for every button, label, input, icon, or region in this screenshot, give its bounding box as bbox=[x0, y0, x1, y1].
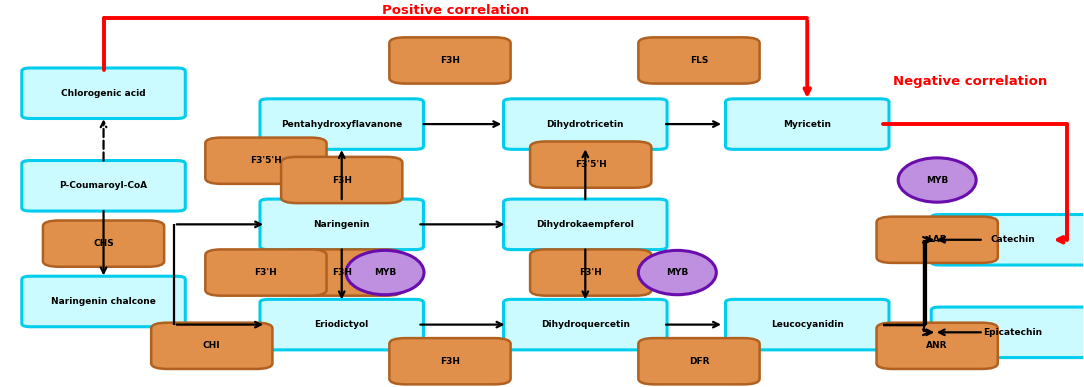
Text: FLS: FLS bbox=[689, 56, 708, 65]
FancyBboxPatch shape bbox=[22, 276, 185, 327]
Text: CHI: CHI bbox=[203, 341, 221, 350]
Ellipse shape bbox=[638, 250, 717, 295]
FancyBboxPatch shape bbox=[504, 199, 667, 250]
FancyBboxPatch shape bbox=[151, 323, 272, 369]
Text: Pentahydroxyflavanone: Pentahydroxyflavanone bbox=[281, 120, 402, 128]
FancyBboxPatch shape bbox=[504, 300, 667, 350]
FancyBboxPatch shape bbox=[281, 249, 402, 296]
Text: Naringenin chalcone: Naringenin chalcone bbox=[51, 297, 156, 306]
Text: F3H: F3H bbox=[332, 175, 351, 185]
FancyBboxPatch shape bbox=[260, 300, 424, 350]
FancyBboxPatch shape bbox=[638, 338, 760, 384]
Text: F3H: F3H bbox=[440, 357, 460, 366]
Text: CHS: CHS bbox=[93, 239, 114, 248]
FancyBboxPatch shape bbox=[205, 249, 326, 296]
FancyBboxPatch shape bbox=[638, 37, 760, 84]
Text: Dihydroquercetin: Dihydroquercetin bbox=[541, 320, 630, 329]
Text: P-Coumaroyl-CoA: P-Coumaroyl-CoA bbox=[60, 181, 147, 190]
Text: F3H: F3H bbox=[332, 268, 351, 277]
Text: Dihydrotricetin: Dihydrotricetin bbox=[546, 120, 624, 128]
FancyBboxPatch shape bbox=[877, 323, 997, 369]
Text: DFR: DFR bbox=[688, 357, 709, 366]
FancyBboxPatch shape bbox=[504, 99, 667, 149]
FancyBboxPatch shape bbox=[530, 141, 651, 188]
FancyBboxPatch shape bbox=[22, 68, 185, 118]
FancyBboxPatch shape bbox=[725, 300, 889, 350]
FancyBboxPatch shape bbox=[931, 307, 1084, 358]
Text: F3'5'H: F3'5'H bbox=[575, 160, 607, 169]
FancyBboxPatch shape bbox=[389, 338, 511, 384]
Text: LAR: LAR bbox=[927, 235, 947, 244]
Text: MYB: MYB bbox=[926, 175, 948, 185]
Text: F3'H: F3'H bbox=[579, 268, 602, 277]
Text: Myricetin: Myricetin bbox=[784, 120, 831, 128]
Text: Chlorogenic acid: Chlorogenic acid bbox=[61, 89, 146, 98]
FancyBboxPatch shape bbox=[260, 199, 424, 250]
Text: Eriodictyol: Eriodictyol bbox=[314, 320, 369, 329]
Text: Negative correlation: Negative correlation bbox=[892, 75, 1047, 88]
Ellipse shape bbox=[899, 158, 976, 202]
FancyBboxPatch shape bbox=[530, 249, 651, 296]
FancyBboxPatch shape bbox=[260, 99, 424, 149]
Text: ANR: ANR bbox=[927, 341, 947, 350]
FancyBboxPatch shape bbox=[389, 37, 511, 84]
Text: Leucocyanidin: Leucocyanidin bbox=[771, 320, 843, 329]
Text: MYB: MYB bbox=[374, 268, 396, 277]
FancyBboxPatch shape bbox=[725, 99, 889, 149]
FancyBboxPatch shape bbox=[22, 161, 185, 211]
Text: Naringenin: Naringenin bbox=[313, 220, 370, 229]
Text: F3H: F3H bbox=[440, 56, 460, 65]
Text: Dihydrokaempferol: Dihydrokaempferol bbox=[537, 220, 634, 229]
Text: Epicatechin: Epicatechin bbox=[983, 328, 1043, 337]
FancyBboxPatch shape bbox=[931, 214, 1084, 265]
FancyBboxPatch shape bbox=[281, 157, 402, 203]
Text: MYB: MYB bbox=[667, 268, 688, 277]
FancyBboxPatch shape bbox=[877, 217, 997, 263]
FancyBboxPatch shape bbox=[205, 138, 326, 184]
Ellipse shape bbox=[346, 250, 424, 295]
Text: F3'H: F3'H bbox=[255, 268, 278, 277]
Text: F3'5'H: F3'5'H bbox=[250, 156, 282, 165]
Text: Positive correlation: Positive correlation bbox=[382, 4, 529, 17]
Text: Catechin: Catechin bbox=[991, 235, 1035, 244]
FancyBboxPatch shape bbox=[43, 221, 164, 267]
